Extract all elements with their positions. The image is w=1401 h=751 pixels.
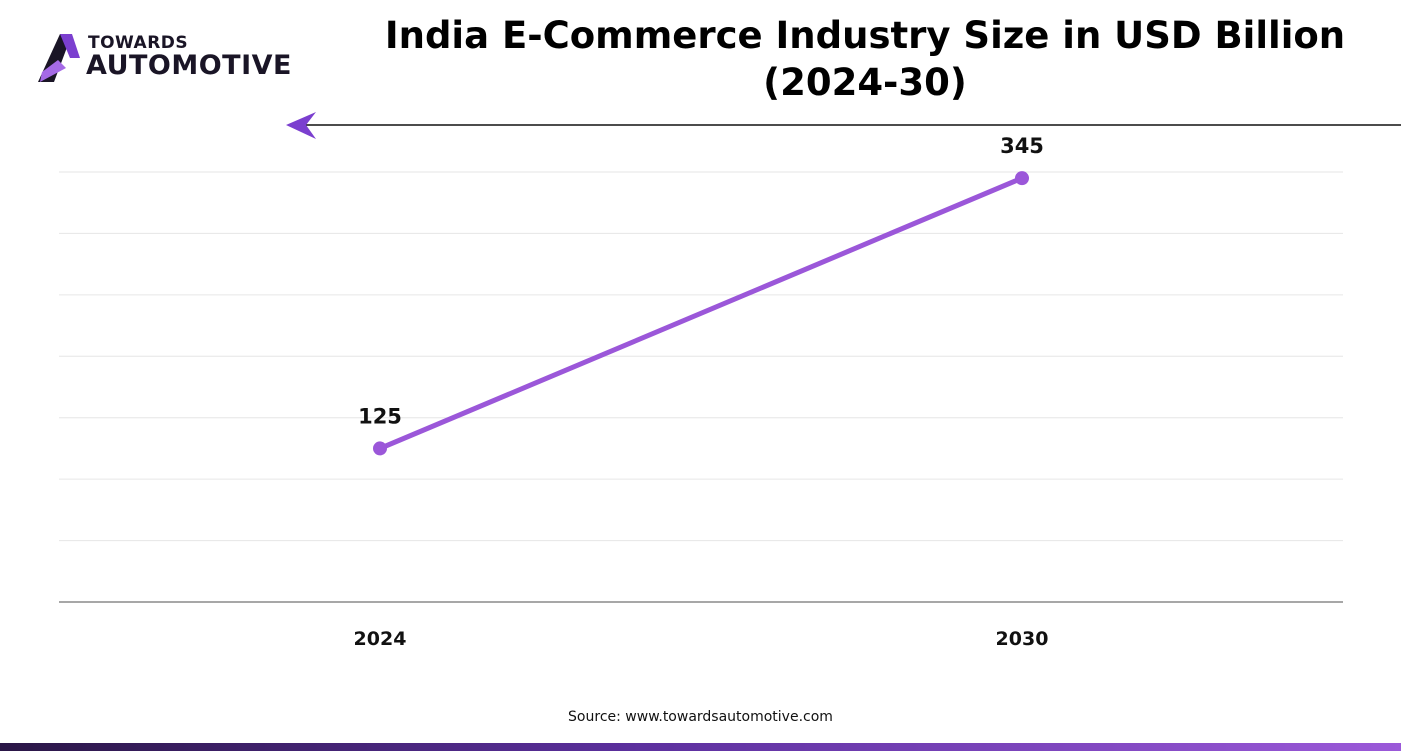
left-arrow-icon	[286, 112, 1401, 139]
brand-line-1: TOWARDS	[88, 33, 189, 53]
x-tick-label: 2030	[996, 628, 1049, 650]
label-layer: 125 345 2024 2030	[354, 134, 1049, 650]
x-tick-label: 2024	[354, 628, 407, 650]
chart-title: India E-Commerce Industry Size in USD Bi…	[384, 14, 1346, 104]
bottom-accent-bar	[0, 743, 1401, 751]
series-line	[377, 175, 1025, 451]
data-label: 125	[358, 404, 402, 428]
series-layer	[373, 171, 1029, 456]
stylized-a-logo-icon	[38, 34, 80, 82]
source-note: Source: www.towardsautomotive.com	[568, 709, 833, 725]
data-point	[1015, 171, 1029, 186]
gridlines	[59, 171, 1343, 542]
line-chart: 125 345 2024 2030	[59, 134, 1343, 650]
brand-line-2: AUTOMOTIVE	[86, 50, 292, 81]
brand-logo: TOWARDS AUTOMOTIVE	[36, 30, 291, 86]
data-point	[373, 441, 387, 456]
data-label: 345	[1000, 134, 1044, 158]
